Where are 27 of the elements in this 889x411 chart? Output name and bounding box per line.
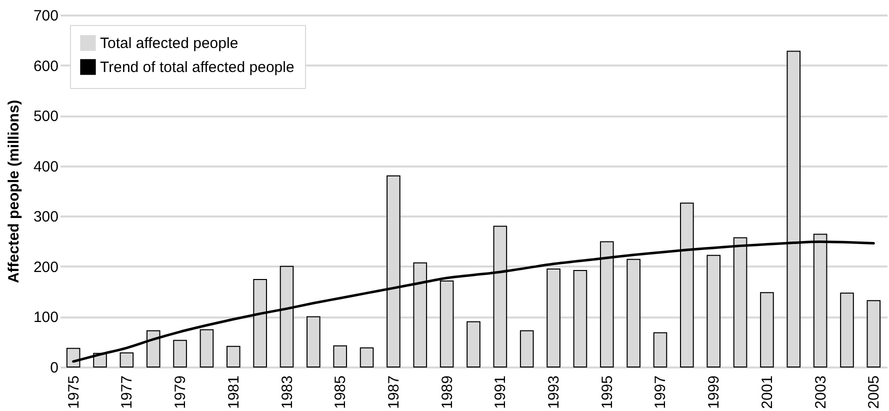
y-tick-label: 100 — [33, 309, 58, 326]
y-tick-label: 400 — [33, 158, 58, 176]
x-tick-label: 1999 — [706, 376, 723, 409]
x-tick-label: 1993 — [546, 376, 563, 409]
x-tick-label: 1979 — [172, 376, 190, 409]
x-tick-label: 1995 — [598, 376, 616, 409]
x-tick-label: 1983 — [278, 376, 296, 409]
y-axis-title: Affected people (millions) — [5, 100, 22, 284]
x-tick-label: 2003 — [812, 376, 830, 409]
y-tick-label: 700 — [33, 8, 58, 24]
x-tick-label: 1997 — [652, 376, 670, 409]
x-tick-label: 1975 — [65, 376, 82, 409]
y-tick-label: 600 — [33, 58, 58, 75]
x-tick-label: 2005 — [866, 376, 883, 409]
x-tick-label: 1991 — [492, 376, 510, 409]
legend-label: Trend of total affected people — [100, 59, 294, 76]
y-tick-label: 0 — [50, 360, 58, 376]
x-tick-label: 2001 — [758, 376, 776, 409]
x-tick-label: 1985 — [332, 376, 350, 409]
x-tick-label: 1981 — [225, 376, 242, 409]
y-tick-label: 300 — [33, 208, 58, 226]
x-tick-label: 1989 — [438, 376, 456, 409]
y-tick-label: 500 — [33, 108, 58, 126]
x-tick-label: 1987 — [385, 376, 402, 409]
x-tick-label: 1977 — [118, 376, 136, 409]
y-tick-label: 200 — [33, 258, 58, 276]
legend-label: Total affected people — [100, 35, 238, 52]
